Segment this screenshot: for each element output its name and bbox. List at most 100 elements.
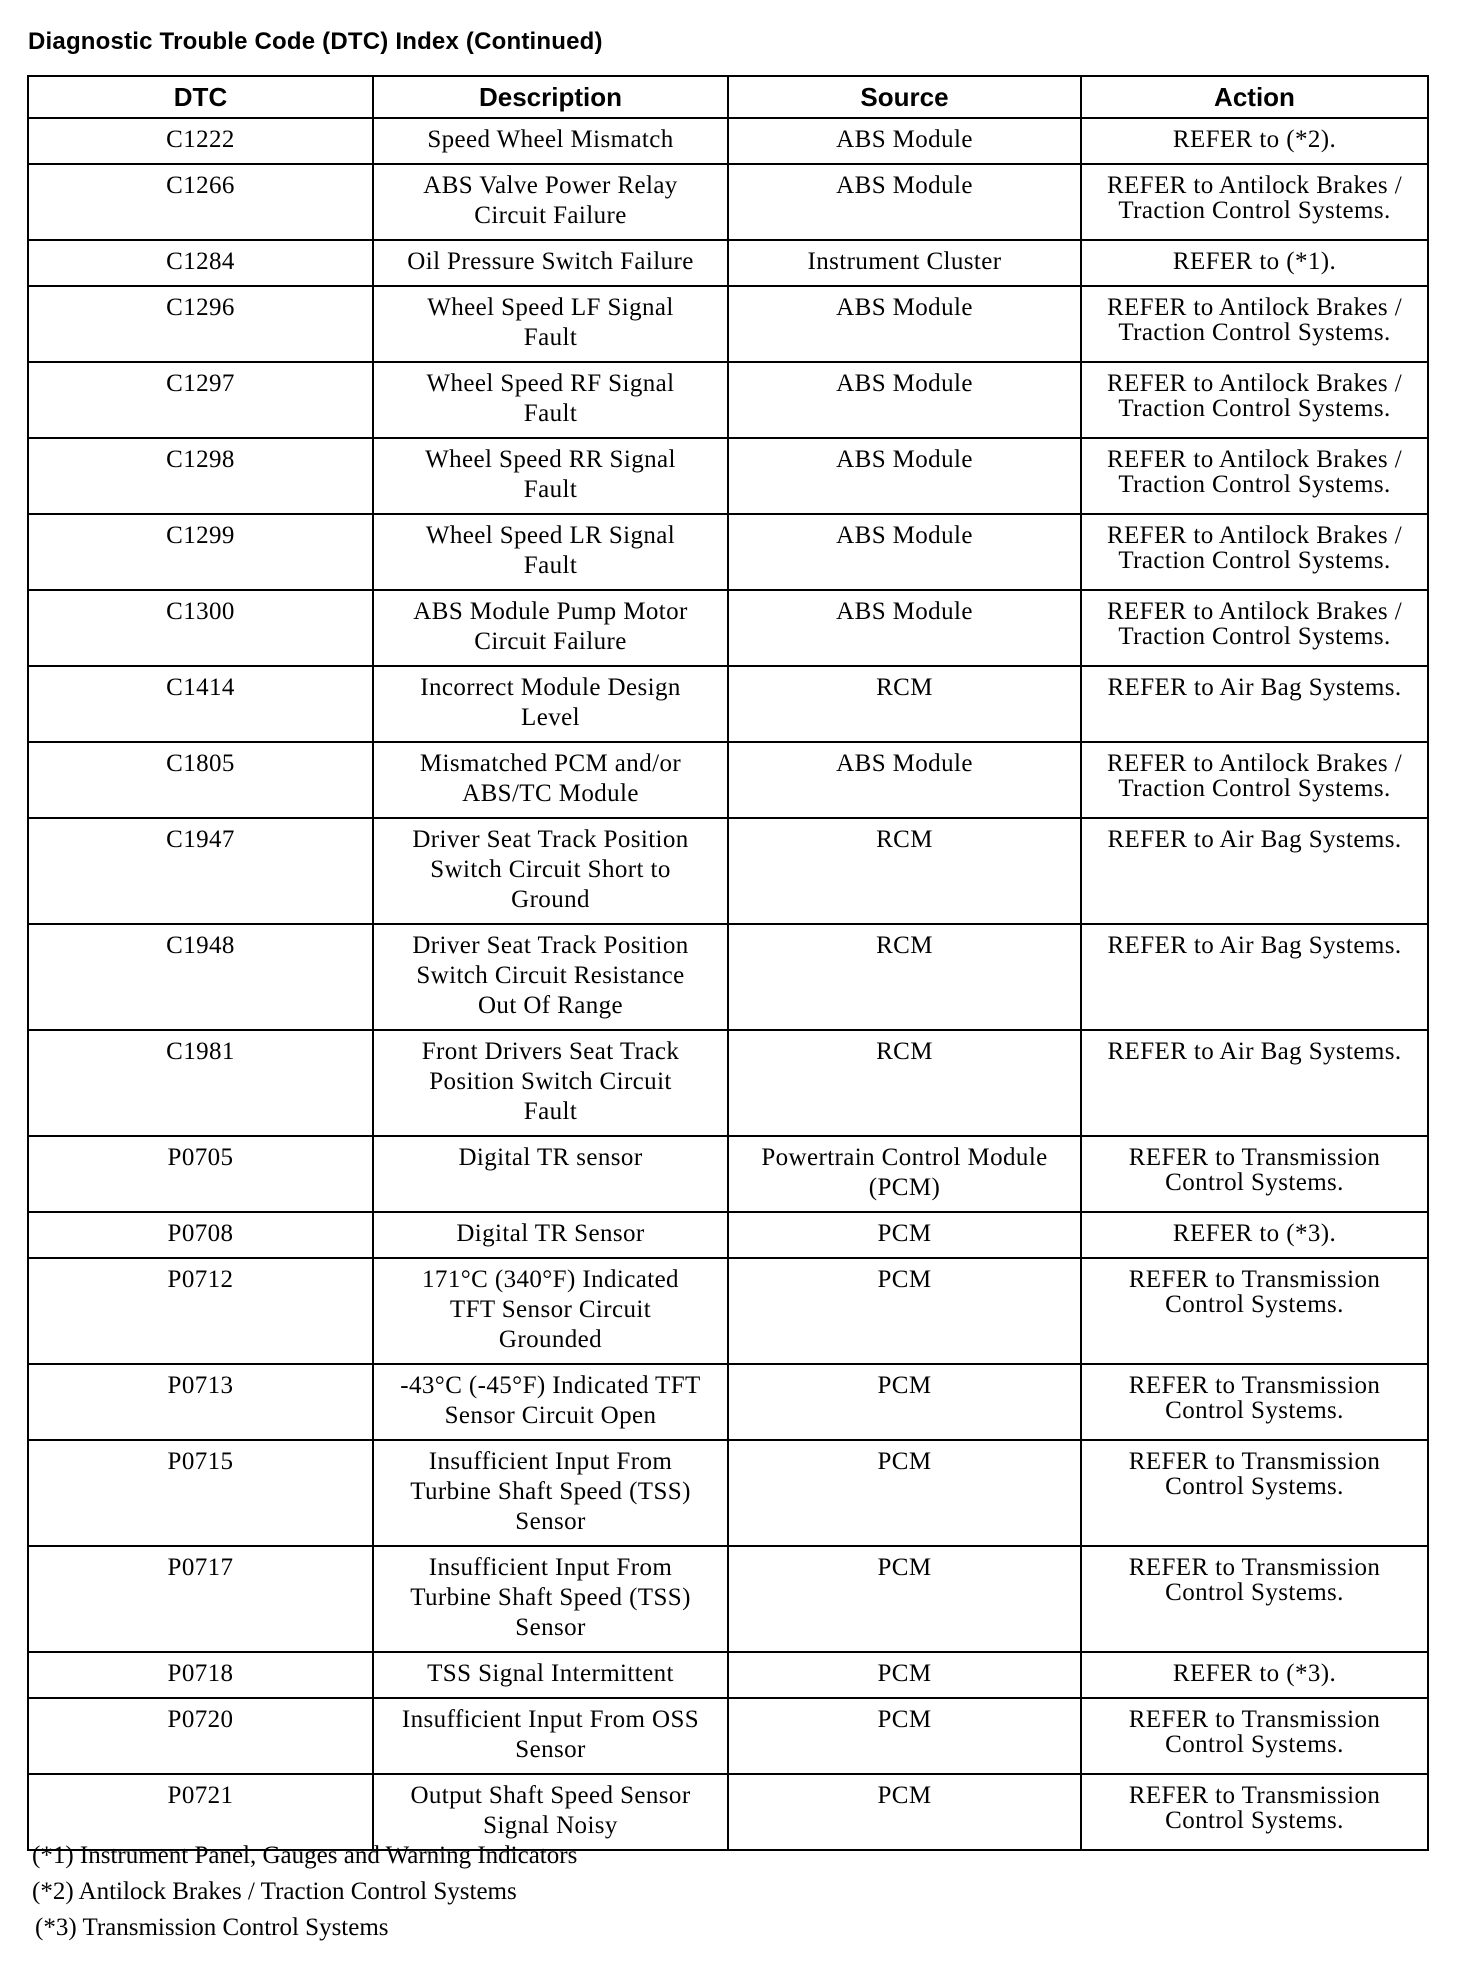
action-cell: REFER to Antilock Brakes / Traction Cont… — [1080, 285, 1429, 363]
dtc-cell: C1414 — [27, 665, 374, 743]
source-cell: PCM — [727, 1439, 1082, 1547]
dtc-cell: C1805 — [27, 741, 374, 819]
dtc-cell: C1948 — [27, 923, 374, 1031]
source-cell: RCM — [727, 1029, 1082, 1137]
action-cell: REFER to (*3). — [1080, 1211, 1429, 1259]
dtc-cell: P0720 — [27, 1697, 374, 1775]
source-cell: ABS Module — [727, 437, 1082, 515]
description-cell: ABS Module Pump Motor Circuit Failure — [372, 589, 729, 667]
source-cell: ABS Module — [727, 285, 1082, 363]
action-cell: REFER to Transmission Control Systems. — [1080, 1439, 1429, 1547]
table-row: P0713 -43°C (-45°F) Indicated TFT Sensor … — [27, 1363, 1429, 1441]
description-cell: Driver Seat Track Position Switch Circui… — [372, 817, 729, 925]
description-cell: Wheel Speed RF Signal Fault — [372, 361, 729, 439]
source-cell: Instrument Cluster — [727, 239, 1082, 287]
action-cell: REFER to Air Bag Systems. — [1080, 1029, 1429, 1137]
table-row: C1981 Front Drivers Seat Track Position S… — [27, 1029, 1429, 1137]
action-cell: REFER to Transmission Control Systems. — [1080, 1135, 1429, 1213]
action-cell: REFER to Antilock Brakes / Traction Cont… — [1080, 437, 1429, 515]
description-cell: 171°C (340°F) Indicated TFT Sensor Circu… — [372, 1257, 729, 1365]
source-cell: ABS Module — [727, 361, 1082, 439]
action-cell: REFER to Antilock Brakes / Traction Cont… — [1080, 163, 1429, 241]
table-body: C1222 Speed Wheel Mismatch ABS Module REFER… — [27, 117, 1429, 1851]
dtc-cell: C1981 — [27, 1029, 374, 1137]
dtc-cell: C1299 — [27, 513, 374, 591]
dtc-cell: C1296 — [27, 285, 374, 363]
action-cell: REFER to Antilock Brakes / Traction Cont… — [1080, 589, 1429, 667]
action-cell: REFER to (*3). — [1080, 1651, 1429, 1699]
source-cell: ABS Module — [727, 513, 1082, 591]
source-cell: PCM — [727, 1211, 1082, 1259]
source-cell: PCM — [727, 1697, 1082, 1775]
dtc-cell: C1300 — [27, 589, 374, 667]
table-header-row: DTC Description Source Action — [27, 75, 1429, 119]
action-cell: REFER to Transmission Control Systems. — [1080, 1545, 1429, 1653]
page-title: Diagnostic Trouble Code (DTC) Index (Con… — [28, 28, 603, 55]
description-cell: Wheel Speed LR Signal Fault — [372, 513, 729, 591]
source-cell: RCM — [727, 665, 1082, 743]
table-row: P0715 Insufficient Input From Turbine Sha… — [27, 1439, 1429, 1547]
source-cell: Powertrain Control Module (PCM) — [727, 1135, 1082, 1213]
footnote-3: (*3) Transmission Control Systems — [35, 1914, 389, 1941]
dtc-cell: P0718 — [27, 1651, 374, 1699]
footnote-1: (*1) Instrument Panel, Gauges and Warnin… — [32, 1842, 578, 1869]
description-cell: Digital TR Sensor — [372, 1211, 729, 1259]
description-cell: Wheel Speed LF Signal Fault — [372, 285, 729, 363]
dtc-table: DTC Description Source Action C1222 Speed… — [27, 75, 1429, 1851]
table-row: P0717 Insufficient Input From Turbine Sha… — [27, 1545, 1429, 1653]
source-cell: RCM — [727, 817, 1082, 925]
action-cell: REFER to (*1). — [1080, 239, 1429, 287]
dtc-cell: C1297 — [27, 361, 374, 439]
table-row: C1299 Wheel Speed LR Signal Fault ABS Modu… — [27, 513, 1429, 591]
action-cell: REFER to Transmission Control Systems. — [1080, 1363, 1429, 1441]
source-cell: RCM — [727, 923, 1082, 1031]
description-cell: Front Drivers Seat Track Position Switch… — [372, 1029, 729, 1137]
description-cell: Mismatched PCM and/or ABS/TC Module — [372, 741, 729, 819]
source-cell: ABS Module — [727, 117, 1082, 165]
table-row: P0712 171°C (340°F) Indicated TFT Sensor … — [27, 1257, 1429, 1365]
table-row: C1298 Wheel Speed RR Signal Fault ABS Modu… — [27, 437, 1429, 515]
description-cell: TSS Signal Intermittent — [372, 1651, 729, 1699]
description-cell: Digital TR sensor — [372, 1135, 729, 1213]
action-cell: REFER to Air Bag Systems. — [1080, 923, 1429, 1031]
action-cell: REFER to Antilock Brakes / Traction Cont… — [1080, 361, 1429, 439]
table-row: C1284 Oil Pressure Switch Failure Instrume… — [27, 239, 1429, 287]
description-cell: Wheel Speed RR Signal Fault — [372, 437, 729, 515]
header-action: Action — [1080, 75, 1429, 119]
action-cell: REFER to Air Bag Systems. — [1080, 665, 1429, 743]
table-row: P0718 TSS Signal Intermittent PCM REFER to … — [27, 1651, 1429, 1699]
dtc-cell: P0705 — [27, 1135, 374, 1213]
table-row: C1414 Incorrect Module Design Level RCM REF… — [27, 665, 1429, 743]
description-cell: Incorrect Module Design Level — [372, 665, 729, 743]
header-description: Description — [372, 75, 729, 119]
table-row: P0720 Insufficient Input From OSS Sensor P… — [27, 1697, 1429, 1775]
table-row: P0705 Digital TR sensor Powertrain Control… — [27, 1135, 1429, 1213]
table-row: C1266 ABS Valve Power Relay Circuit Failu… — [27, 163, 1429, 241]
dtc-cell: P0721 — [27, 1773, 374, 1851]
table-row: P0708 Digital TR Sensor PCM REFER to (*3). — [27, 1211, 1429, 1259]
source-cell: PCM — [727, 1257, 1082, 1365]
source-cell: ABS Module — [727, 741, 1082, 819]
dtc-cell: C1284 — [27, 239, 374, 287]
action-cell: REFER to Transmission Control Systems. — [1080, 1773, 1429, 1851]
dtc-cell: P0717 — [27, 1545, 374, 1653]
source-cell: PCM — [727, 1773, 1082, 1851]
table-row: P0721 Output Shaft Speed Sensor Signal No… — [27, 1773, 1429, 1851]
dtc-cell: P0713 — [27, 1363, 374, 1441]
action-cell: REFER to (*2). — [1080, 117, 1429, 165]
description-cell: Insufficient Input From Turbine Shaft Sp… — [372, 1545, 729, 1653]
description-cell: Insufficient Input From Turbine Shaft Sp… — [372, 1439, 729, 1547]
source-cell: ABS Module — [727, 589, 1082, 667]
description-cell: Speed Wheel Mismatch — [372, 117, 729, 165]
source-cell: ABS Module — [727, 163, 1082, 241]
table-row: C1222 Speed Wheel Mismatch ABS Module REFER… — [27, 117, 1429, 165]
table-row: C1947 Driver Seat Track Position Switch C… — [27, 817, 1429, 925]
description-cell: Oil Pressure Switch Failure — [372, 239, 729, 287]
description-cell: Output Shaft Speed Sensor Signal Noisy — [372, 1773, 729, 1851]
table-row: C1805 Mismatched PCM and/or ABS/TC Module… — [27, 741, 1429, 819]
dtc-cell: P0715 — [27, 1439, 374, 1547]
table-row: C1297 Wheel Speed RF Signal Fault ABS Modu… — [27, 361, 1429, 439]
action-cell: REFER to Air Bag Systems. — [1080, 817, 1429, 925]
footnote-2: (*2) Antilock Brakes / Traction Control … — [32, 1878, 517, 1905]
description-cell: Driver Seat Track Position Switch Circui… — [372, 923, 729, 1031]
